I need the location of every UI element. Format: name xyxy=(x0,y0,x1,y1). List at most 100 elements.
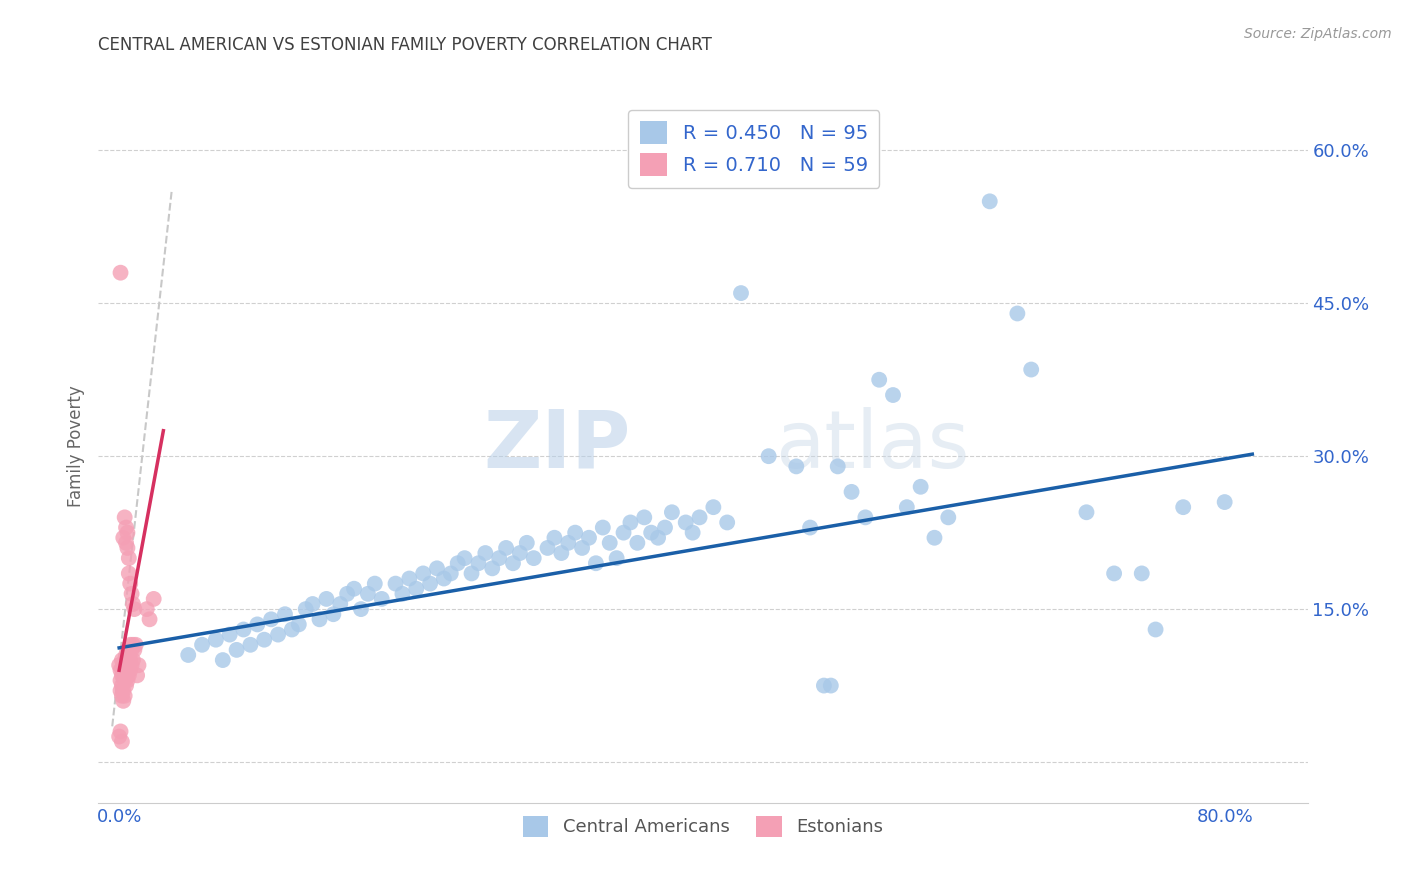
Point xyxy=(138,612,160,626)
Point xyxy=(412,566,434,581)
Point xyxy=(640,525,662,540)
Point xyxy=(550,546,572,560)
Point xyxy=(1019,362,1042,376)
Point xyxy=(474,546,496,560)
Point xyxy=(336,587,359,601)
Point xyxy=(110,663,132,677)
Point xyxy=(488,551,510,566)
Point xyxy=(122,597,145,611)
Point xyxy=(253,632,276,647)
Point xyxy=(191,638,214,652)
Point xyxy=(350,602,373,616)
Point xyxy=(599,536,621,550)
Point xyxy=(121,587,143,601)
Point xyxy=(523,551,546,566)
Point xyxy=(571,541,593,555)
Point xyxy=(1213,495,1236,509)
Text: ZIP: ZIP xyxy=(484,407,630,485)
Point xyxy=(460,566,482,581)
Legend: Central Americans, Estonians: Central Americans, Estonians xyxy=(516,808,890,844)
Point xyxy=(882,388,904,402)
Point xyxy=(281,623,304,637)
Point xyxy=(730,286,752,301)
Point xyxy=(112,683,135,698)
Point xyxy=(626,536,648,550)
Point xyxy=(128,658,150,673)
Point xyxy=(108,730,131,744)
Point xyxy=(654,520,676,534)
Point xyxy=(110,724,132,739)
Point xyxy=(606,551,628,566)
Point xyxy=(447,556,470,570)
Point xyxy=(120,663,142,677)
Text: atlas: atlas xyxy=(776,407,970,485)
Point xyxy=(841,484,863,499)
Point xyxy=(682,525,704,540)
Point xyxy=(114,689,136,703)
Point xyxy=(111,689,134,703)
Point xyxy=(260,612,283,626)
Point xyxy=(1173,500,1195,515)
Point xyxy=(785,459,807,474)
Point xyxy=(112,531,135,545)
Point xyxy=(125,638,148,652)
Point xyxy=(122,653,145,667)
Point xyxy=(124,602,146,616)
Point xyxy=(557,536,579,550)
Point xyxy=(118,668,141,682)
Point xyxy=(121,643,143,657)
Point xyxy=(118,551,141,566)
Point xyxy=(516,536,538,550)
Point xyxy=(364,576,387,591)
Point xyxy=(633,510,655,524)
Point xyxy=(592,520,614,534)
Point xyxy=(426,561,449,575)
Point xyxy=(211,653,233,667)
Point xyxy=(1144,623,1167,637)
Point xyxy=(108,658,131,673)
Point xyxy=(661,505,683,519)
Point xyxy=(111,653,134,667)
Point xyxy=(543,531,565,545)
Point xyxy=(124,643,146,657)
Point xyxy=(716,516,738,530)
Text: CENTRAL AMERICAN VS ESTONIAN FAMILY POVERTY CORRELATION CHART: CENTRAL AMERICAN VS ESTONIAN FAMILY POVE… xyxy=(98,36,713,54)
Point xyxy=(322,607,344,622)
Point xyxy=(619,516,641,530)
Point xyxy=(118,648,141,662)
Point xyxy=(578,531,600,545)
Point xyxy=(370,591,392,606)
Point xyxy=(142,591,165,606)
Point xyxy=(110,266,132,280)
Point xyxy=(118,566,141,581)
Point xyxy=(118,658,141,673)
Point xyxy=(114,653,136,667)
Point xyxy=(675,516,697,530)
Point xyxy=(329,597,352,611)
Point xyxy=(120,576,142,591)
Point xyxy=(112,694,135,708)
Point xyxy=(122,638,145,652)
Point xyxy=(115,658,138,673)
Point xyxy=(218,627,240,641)
Point xyxy=(1102,566,1125,581)
Point xyxy=(205,632,228,647)
Point xyxy=(405,582,427,596)
Point xyxy=(135,602,157,616)
Point xyxy=(398,572,420,586)
Point xyxy=(391,587,413,601)
Point xyxy=(114,510,136,524)
Point xyxy=(117,643,139,657)
Point xyxy=(232,623,254,637)
Point xyxy=(357,587,380,601)
Point xyxy=(117,663,139,677)
Point xyxy=(115,679,138,693)
Point xyxy=(308,612,330,626)
Point xyxy=(536,541,558,555)
Point xyxy=(827,459,849,474)
Y-axis label: Family Poverty: Family Poverty xyxy=(67,385,86,507)
Point xyxy=(117,653,139,667)
Point xyxy=(467,556,489,570)
Point xyxy=(294,602,316,616)
Point xyxy=(440,566,463,581)
